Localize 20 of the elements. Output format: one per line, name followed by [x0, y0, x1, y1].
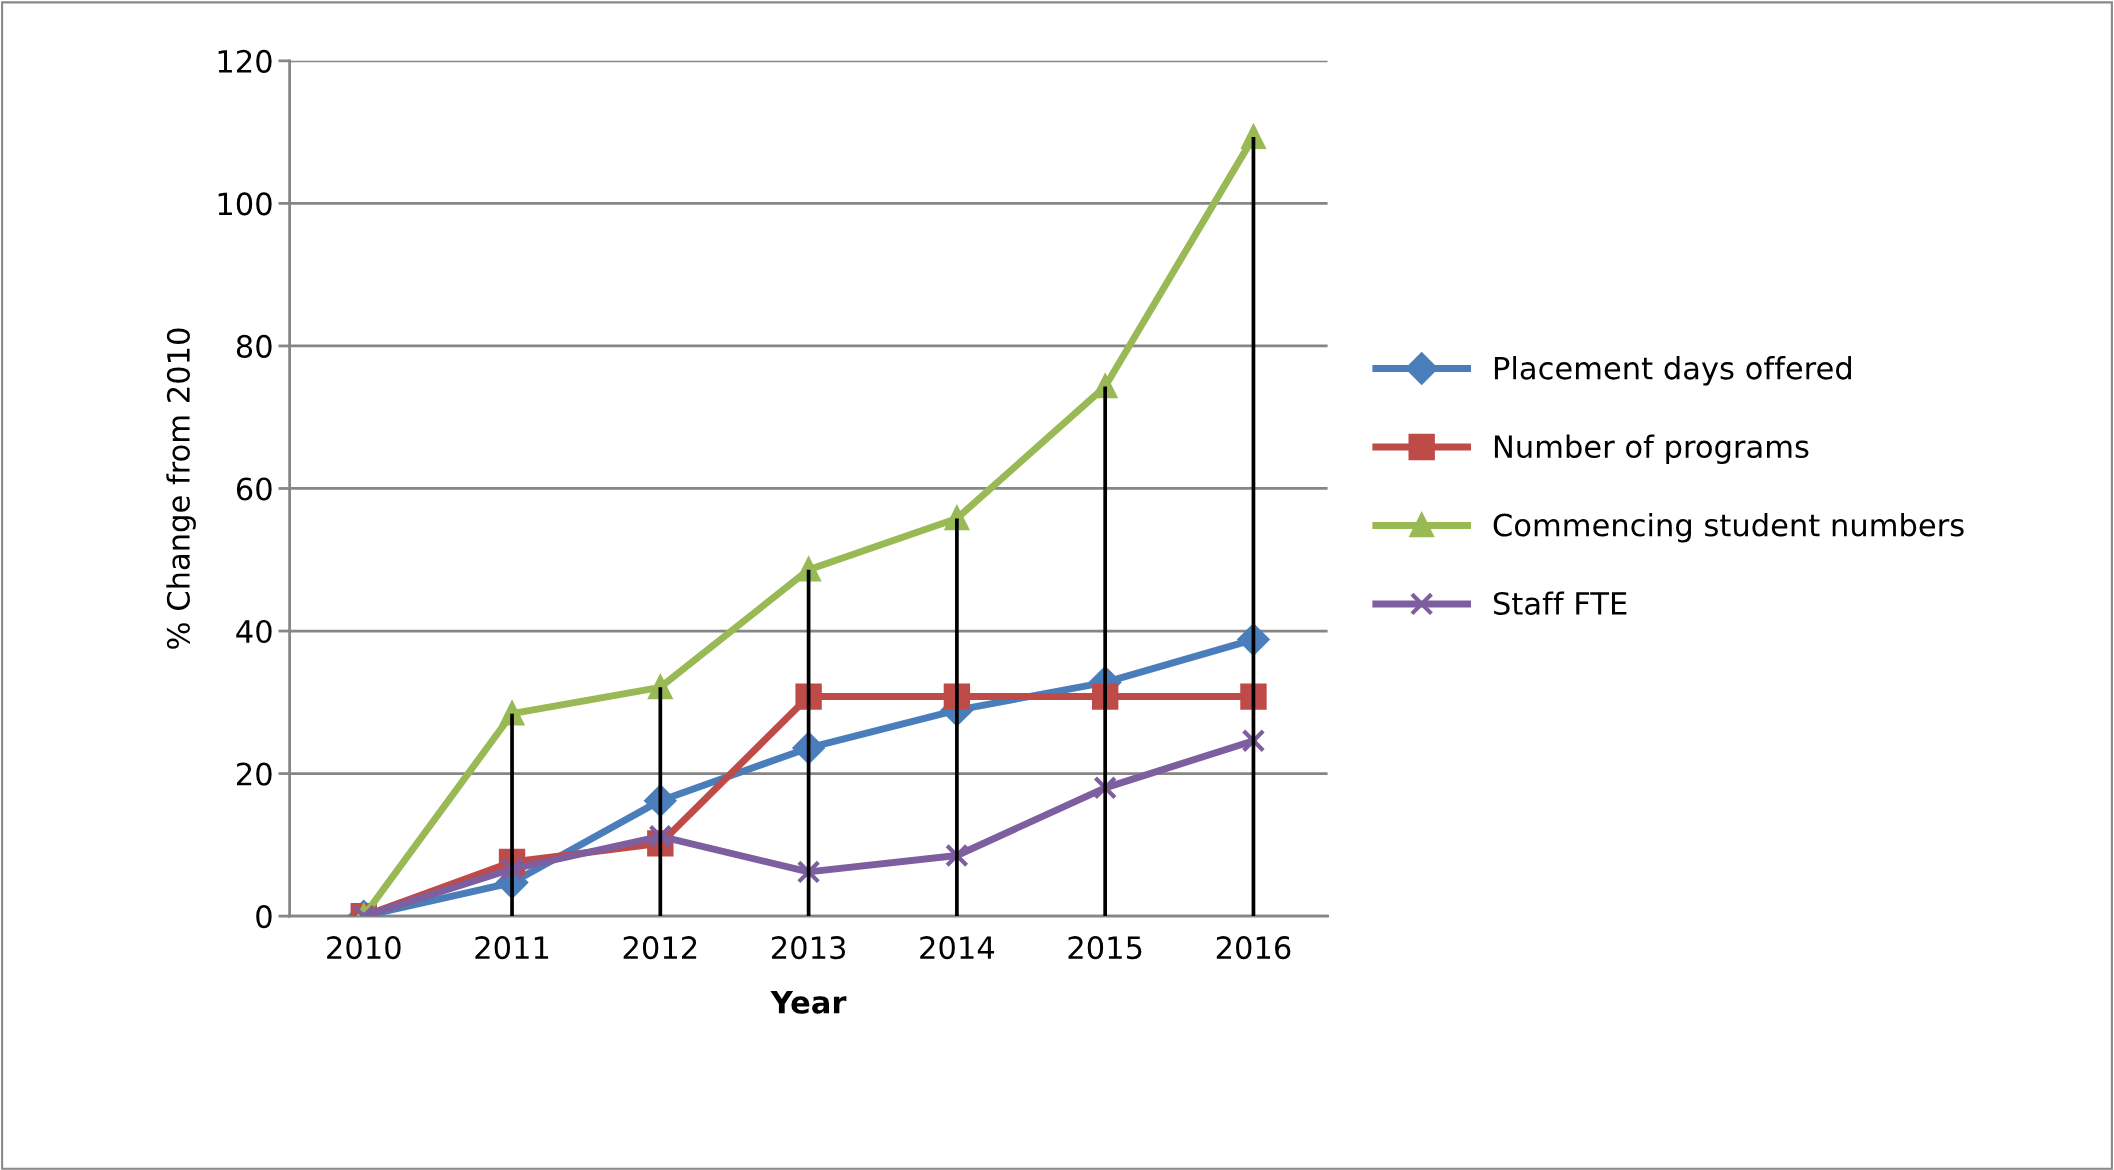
y-tick-label: 120: [218, 49, 272, 73]
x-tick-label: 2013: [771, 936, 846, 960]
x-tick-label: 2014: [920, 936, 995, 960]
y-tick-label: 0: [256, 905, 272, 929]
x-tick-label: 2010: [327, 936, 401, 960]
legend-label: Number of programs: [1494, 434, 1809, 465]
y-tick-label: 20: [237, 762, 272, 786]
y-tick-label: 100: [218, 192, 272, 216]
x-tick-label: 2012: [623, 936, 697, 960]
y-tick-label: 60: [236, 477, 272, 501]
x-axis-title: Year: [770, 991, 847, 1014]
y-axis-title: % Change from 2010: [166, 328, 196, 649]
y-tick-label: 40: [236, 619, 272, 644]
x-tick-label: 2015: [1068, 936, 1142, 960]
legend-label: Placement days offered: [1494, 356, 1851, 386]
x-tick-label: 2011: [475, 936, 549, 960]
legend-label: Staff FTE: [1493, 591, 1627, 616]
legend-label: Commencing student numbers: [1493, 512, 1964, 543]
x-tick-label: 2016: [1216, 936, 1291, 960]
y-tick-label: 80: [236, 334, 272, 358]
